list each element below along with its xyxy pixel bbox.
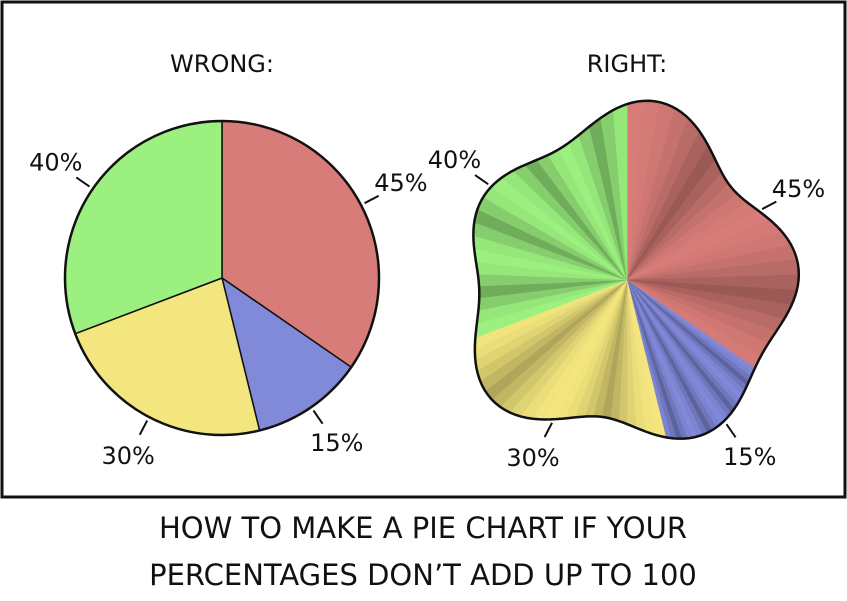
value-label: 30% bbox=[101, 442, 154, 470]
chart-title: WRONG: bbox=[170, 50, 274, 78]
label-leader bbox=[725, 423, 737, 438]
label-leader bbox=[75, 176, 91, 188]
label-leader bbox=[138, 420, 149, 436]
label-leader bbox=[761, 200, 777, 210]
value-label: 30% bbox=[506, 444, 559, 472]
value-label: 40% bbox=[29, 148, 82, 176]
value-label: 45% bbox=[772, 175, 825, 203]
value-label: 15% bbox=[310, 429, 363, 457]
value-label: 45% bbox=[374, 169, 427, 197]
pie-outline bbox=[63, 119, 381, 437]
label-leader bbox=[364, 194, 380, 205]
value-label: 15% bbox=[723, 443, 776, 471]
label-leader bbox=[474, 174, 489, 186]
pie-outline bbox=[472, 99, 801, 440]
label-leader bbox=[543, 422, 553, 438]
pie-wedge bbox=[474, 279, 667, 438]
chart-title: RIGHT: bbox=[587, 50, 668, 78]
caption-line: PERCENTAGES DON’T ADD UP TO 100 bbox=[149, 558, 697, 592]
value-label: 40% bbox=[428, 146, 481, 174]
pie-wedge bbox=[626, 279, 756, 440]
pie-wedge bbox=[626, 100, 800, 369]
label-leader bbox=[312, 409, 324, 425]
caption-line: HOW TO MAKE A PIE CHART IF YOUR bbox=[159, 511, 687, 545]
pie-wedge bbox=[473, 103, 628, 338]
